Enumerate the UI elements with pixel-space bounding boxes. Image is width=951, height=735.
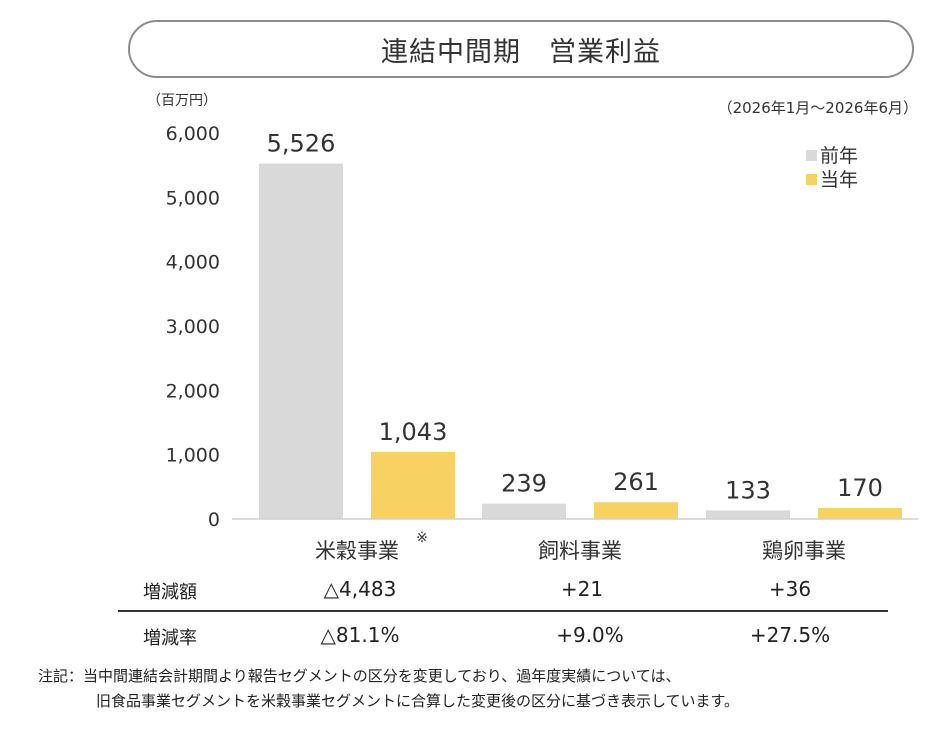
category-label: 米穀事業: [315, 539, 399, 563]
unit-label: （百万円）: [147, 93, 217, 109]
chart-title: 連結中間期 営業利益: [381, 36, 661, 68]
bar-prev-1: [482, 503, 566, 519]
change-amount-feed: +21: [560, 577, 604, 601]
y-tick-label: 4,000: [166, 252, 220, 274]
change-amount-egg: +36: [768, 577, 812, 601]
data-label: 261: [613, 468, 659, 496]
legend-label: 前年: [820, 145, 858, 167]
data-label: 5,526: [267, 129, 336, 157]
bar-prev-0: [259, 163, 343, 519]
category-label: 鶏卵事業: [762, 539, 846, 563]
table-divider: [118, 610, 888, 612]
y-tick-label: 3,000: [166, 316, 220, 338]
change-rate-rice: △81.1%: [320, 623, 400, 647]
table-row-label-change-rate: 増減率: [143, 628, 197, 649]
data-label: 1,043: [379, 418, 448, 446]
chart-title-box: 連結中間期 営業利益: [128, 20, 914, 78]
footnote-line-2: 旧食品事業セグメントを米穀事業セグメントに合算した変更後の区分に基づき表示してい…: [96, 692, 740, 710]
bar-chart: 0 1,000 2,000 3,000 4,000 5,000 6,000 5,526 239 1…: [166, 123, 918, 563]
change-rate-egg: +27.5%: [749, 623, 831, 647]
footnote: 注記：当中間連結会計期間より報告セグメントの区分を変更しており、過年度実績につい…: [38, 664, 739, 714]
category-label: 飼料事業: [538, 539, 622, 563]
bar-curr-1: [594, 502, 678, 519]
change-amount-rice: △4,483: [323, 577, 397, 601]
legend-swatch: [806, 174, 817, 185]
data-label: 239: [501, 470, 547, 498]
bar-curr-0: [371, 451, 455, 519]
data-label: 170: [837, 474, 883, 502]
footnote-line-1: 注記：当中間連結会計期間より報告セグメントの区分を変更しており、過年度実績につい…: [38, 667, 681, 685]
data-label: 133: [725, 476, 771, 504]
table-row-label-change-amount: 増減額: [143, 582, 197, 603]
y-tick-label: 2,000: [166, 380, 220, 402]
y-tick-label: 1,000: [166, 445, 220, 467]
category-footnote-mark: ※: [416, 530, 428, 546]
bar-prev-2: [706, 510, 790, 519]
legend-label: 当年: [820, 169, 858, 191]
change-rate-feed: +9.0%: [556, 623, 624, 647]
y-tick-label: 5,000: [166, 187, 220, 209]
y-tick-label: 6,000: [166, 123, 220, 145]
period-label: （2026年1月～2026年6月）: [717, 99, 918, 117]
y-tick-label: 0: [208, 509, 220, 531]
bar-curr-2: [818, 508, 902, 519]
legend-swatch: [806, 150, 817, 161]
